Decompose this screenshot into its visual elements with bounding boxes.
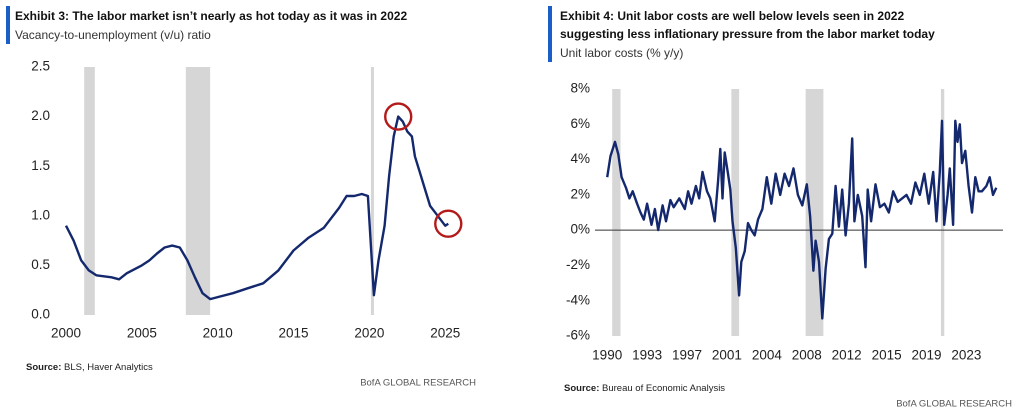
chart-title: suggesting less inflationary pressure fr… <box>560 27 935 41</box>
title-accent <box>6 6 10 44</box>
y-tick-label: 0.5 <box>31 257 50 272</box>
recession-shade <box>370 67 374 315</box>
x-tick-label: 2015 <box>872 348 902 363</box>
x-tick-label: 2010 <box>203 326 233 341</box>
data-line <box>606 119 998 320</box>
x-tick-label: 1993 <box>632 348 662 363</box>
x-tick-label: 2020 <box>354 326 384 341</box>
y-tick-label: 2.0 <box>31 108 50 123</box>
chart-title: Exhibit 4: Unit labor costs are well bel… <box>560 9 904 23</box>
x-tick-label: 2001 <box>712 348 742 363</box>
chart-title: Exhibit 3: The labor market isn’t nearly… <box>15 9 407 23</box>
source: Source: Bureau of Economic Analysis <box>564 383 725 394</box>
x-tick-label: 2000 <box>51 326 81 341</box>
y-tick-label: -2% <box>566 257 590 272</box>
y-tick-label: 0% <box>570 222 590 237</box>
x-tick-label: 2005 <box>127 326 157 341</box>
recession-shade <box>185 67 211 315</box>
y-tick-label: 8% <box>570 81 590 96</box>
x-tick-label: 2008 <box>792 348 822 363</box>
x-tick-label: 2015 <box>279 326 309 341</box>
x-tick-label: 1997 <box>672 348 702 363</box>
x-tick-label: 1990 <box>592 348 622 363</box>
y-tick-label: 4% <box>570 151 590 166</box>
recession-shade <box>731 89 740 336</box>
y-tick-label: 2.5 <box>31 59 50 74</box>
data-line <box>64 115 449 301</box>
title-accent <box>548 6 552 62</box>
credit: BofA GLOBAL RESEARCH <box>896 399 1012 410</box>
chart-subtitle: Vacancy-to-unemployment (v/u) ratio <box>15 28 211 42</box>
recession-shade <box>940 89 945 336</box>
recession-shade <box>84 67 95 315</box>
source: Source: BLS, Haver Analytics <box>26 362 153 373</box>
recession-shade <box>612 89 621 336</box>
y-tick-label: -6% <box>566 328 590 343</box>
y-tick-label: 6% <box>570 116 590 131</box>
y-tick-label: 2% <box>570 186 590 201</box>
credit: BofA GLOBAL RESEARCH <box>360 378 476 389</box>
y-tick-label: -4% <box>566 292 590 307</box>
y-tick-label: 1.0 <box>31 207 50 222</box>
source-text: Bureau of Economic Analysis <box>602 383 725 394</box>
y-tick-label: 1.5 <box>31 158 50 173</box>
highlight-circle <box>434 209 463 238</box>
x-tick-label: 2012 <box>832 348 862 363</box>
x-tick-label: 2025 <box>430 326 460 341</box>
source-text: BLS, Haver Analytics <box>64 362 153 373</box>
source-label: Source: <box>26 362 61 373</box>
x-tick-label: 2023 <box>951 348 981 363</box>
x-tick-label: 2019 <box>911 348 941 363</box>
source-label: Source: <box>564 383 599 394</box>
chart-subtitle: Unit labor costs (% y/y) <box>560 46 683 60</box>
x-tick-label: 2004 <box>752 348 783 363</box>
highlight-circle <box>384 102 413 131</box>
y-tick-label: 0.0 <box>31 307 50 322</box>
